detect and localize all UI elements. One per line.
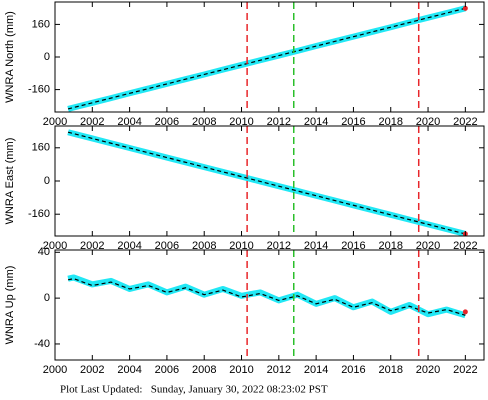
x-tick-label: 2008 xyxy=(192,364,216,376)
x-tick-label: 2016 xyxy=(341,240,365,252)
x-tick-label: 2006 xyxy=(155,116,179,128)
x-tick-label: 2006 xyxy=(155,364,179,376)
last-point xyxy=(462,309,468,315)
y-tick-label: 40 xyxy=(38,246,50,258)
y-tick-label: -40 xyxy=(34,338,50,350)
x-tick-label: 2018 xyxy=(378,240,402,252)
x-tick-label: 2008 xyxy=(192,240,216,252)
x-tick-label: 2022 xyxy=(453,364,477,376)
observed-band xyxy=(67,274,467,319)
x-tick-label: 2018 xyxy=(378,116,402,128)
x-tick-label: 2002 xyxy=(80,240,104,252)
x-tick-label: 2020 xyxy=(416,240,440,252)
x-tick-label: 2016 xyxy=(341,116,365,128)
y-tick-label: 0 xyxy=(44,292,50,304)
y-axis-label: WNRA North (mm) xyxy=(4,11,16,103)
x-tick-label: 2004 xyxy=(117,364,141,376)
x-tick-label: 2002 xyxy=(80,364,104,376)
x-tick-label: 2000 xyxy=(43,116,67,128)
y-tick-label: 160 xyxy=(32,18,50,30)
last-point xyxy=(462,5,468,11)
model-line xyxy=(67,7,466,110)
x-tick-label: 2004 xyxy=(117,240,141,252)
x-tick-label: 2014 xyxy=(304,116,328,128)
x-tick-label: 2012 xyxy=(267,116,291,128)
y-tick-label: 0 xyxy=(44,51,50,63)
plot-frame xyxy=(54,249,485,361)
x-tick-label: 2010 xyxy=(229,116,253,128)
x-tick-label: 2014 xyxy=(304,364,328,376)
x-tick-label: 2018 xyxy=(378,364,402,376)
model-line xyxy=(67,278,466,316)
x-tick-label: 2020 xyxy=(416,364,440,376)
x-tick-label: 2016 xyxy=(341,364,365,376)
x-tick-label: 2012 xyxy=(267,364,291,376)
plot-area xyxy=(67,274,468,319)
x-tick-label: 2000 xyxy=(43,240,67,252)
plot-area xyxy=(67,5,468,112)
x-tick-label: 2022 xyxy=(453,116,477,128)
plot-area xyxy=(67,129,468,236)
model-line xyxy=(67,131,466,235)
x-tick-label: 2020 xyxy=(416,116,440,128)
y-axis-label: WNRA Up (mm) xyxy=(4,266,16,345)
x-tick-label: 2004 xyxy=(117,116,141,128)
x-tick-label: 2010 xyxy=(229,364,253,376)
footer: Plot Last Updated: Sunday, January 30, 2… xyxy=(60,384,328,396)
x-tick-label: 2022 xyxy=(453,240,477,252)
y-tick-label: -160 xyxy=(28,208,50,220)
x-tick-label: 2008 xyxy=(192,116,216,128)
x-tick-label: 2012 xyxy=(267,240,291,252)
x-tick-label: 2002 xyxy=(80,116,104,128)
y-tick-label: 160 xyxy=(32,142,50,154)
x-tick-label: 2010 xyxy=(229,240,253,252)
x-tick-label: 2000 xyxy=(43,364,67,376)
y-tick-label: 0 xyxy=(44,175,50,187)
y-tick-label: -160 xyxy=(28,83,50,95)
x-tick-label: 2014 xyxy=(304,240,328,252)
x-tick-label: 2006 xyxy=(155,240,179,252)
y-axis-label: WNRA East (mm) xyxy=(4,138,16,225)
